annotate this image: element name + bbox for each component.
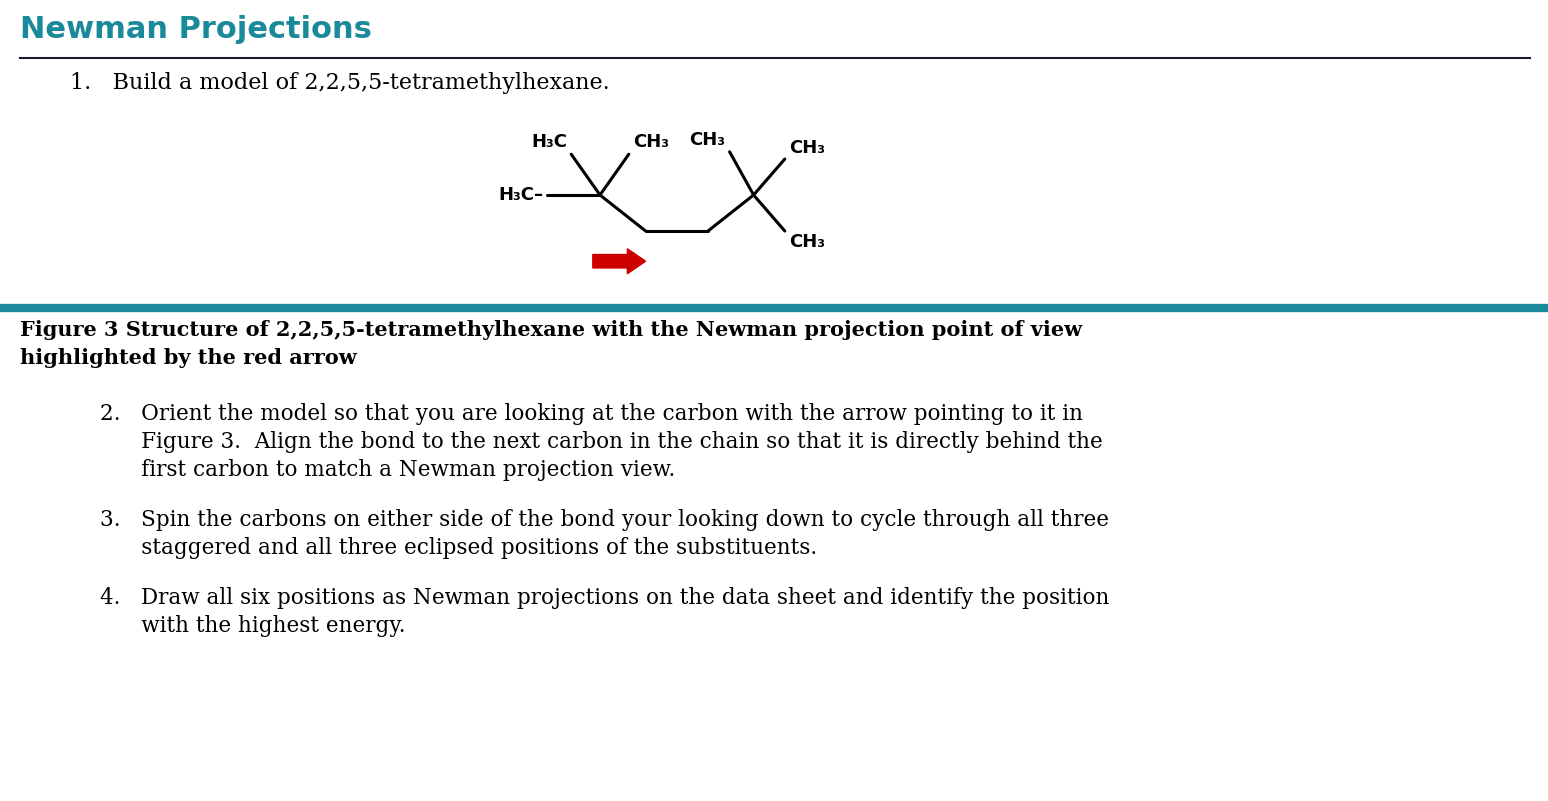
- Text: staggered and all three eclipsed positions of the substituents.: staggered and all three eclipsed positio…: [101, 537, 817, 559]
- FancyArrow shape: [593, 249, 646, 274]
- Text: Figure 3.  Align the bond to the next carbon in the chain so that it is directly: Figure 3. Align the bond to the next car…: [101, 431, 1102, 453]
- Text: 4.   Draw all six positions as Newman projections on the data sheet and identify: 4. Draw all six positions as Newman proj…: [101, 587, 1110, 609]
- Text: with the highest energy.: with the highest energy.: [101, 615, 406, 637]
- Text: CH₃: CH₃: [689, 131, 726, 149]
- Text: Figure 3 Structure of 2,2,5,5-tetramethylhexane with the Newman projection point: Figure 3 Structure of 2,2,5,5-tetramethy…: [20, 320, 1082, 340]
- Text: 2.   Orient the model so that you are looking at the carbon with the arrow point: 2. Orient the model so that you are look…: [101, 403, 1084, 425]
- Text: CH₃: CH₃: [789, 233, 825, 251]
- Text: 1.   Build a model of 2,2,5,5-tetramethylhexane.: 1. Build a model of 2,2,5,5-tetramethylh…: [70, 72, 610, 94]
- Text: highlighted by the red arrow: highlighted by the red arrow: [20, 348, 356, 368]
- Text: CH₃: CH₃: [633, 133, 669, 151]
- Text: H₃C–: H₃C–: [498, 186, 543, 204]
- Text: 3.   Spin the carbons on either side of the bond your looking down to cycle thro: 3. Spin the carbons on either side of th…: [101, 509, 1108, 531]
- Text: Newman Projections: Newman Projections: [20, 15, 372, 44]
- Text: first carbon to match a Newman projection view.: first carbon to match a Newman projectio…: [101, 459, 675, 481]
- Text: H₃C: H₃C: [531, 133, 567, 151]
- Text: CH₃: CH₃: [789, 139, 825, 157]
